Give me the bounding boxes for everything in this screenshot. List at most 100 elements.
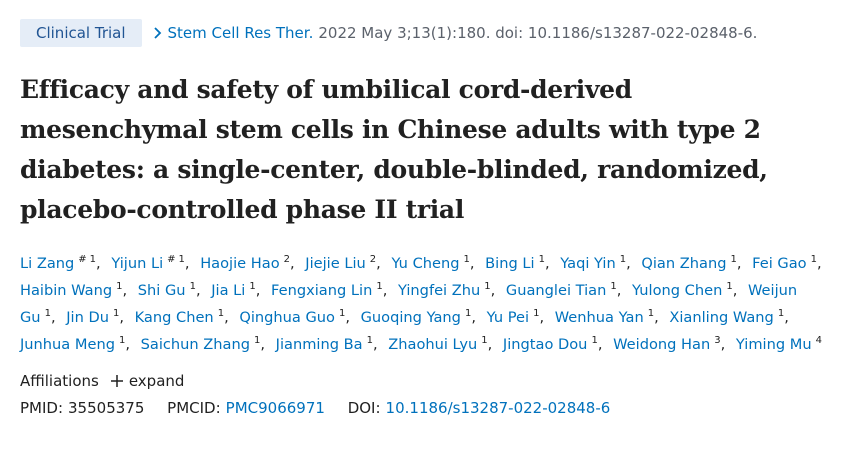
author-link[interactable]: Xianling Wang <box>669 309 774 326</box>
doi-link[interactable]: 10.1186/s13287-022-02848-6 <box>385 399 611 417</box>
plus-icon[interactable] <box>110 375 123 387</box>
affiliation-number[interactable]: 1 <box>538 254 545 265</box>
author-link[interactable]: Jiejie Liu <box>305 255 366 272</box>
affiliation-number[interactable]: 1 <box>481 335 488 346</box>
author-link[interactable]: Junhua Meng <box>20 336 115 353</box>
author-link[interactable]: Qinghua Guo <box>239 309 335 326</box>
author-link[interactable]: Fei Gao <box>752 255 807 272</box>
affiliation-number[interactable]: 1 <box>591 335 598 346</box>
affiliation-number[interactable]: 1 <box>89 254 97 265</box>
affiliation-number[interactable]: 1 <box>484 281 491 292</box>
author-separator: , <box>119 309 124 326</box>
author-link[interactable]: Bing Li <box>485 255 535 272</box>
author-link[interactable]: Jia Li <box>211 282 246 299</box>
author-superscript: 1 <box>539 254 545 265</box>
author-separator: , <box>260 336 266 353</box>
affiliation-number[interactable]: 1 <box>249 281 256 292</box>
affiliation-number[interactable]: 1 <box>217 308 225 319</box>
journal-link[interactable]: Stem Cell Res Ther. <box>167 24 314 42</box>
author-link[interactable]: Jianming Ba <box>275 336 363 353</box>
pmcid-link[interactable]: PMC9066971 <box>225 399 325 417</box>
affiliation-number[interactable]: 1 <box>376 281 383 292</box>
author-separator: , <box>50 309 56 326</box>
author: Jingtao Dou 1, <box>502 335 609 354</box>
author-link[interactable]: Yulong Chen <box>632 282 723 299</box>
affiliation-number[interactable]: 1 <box>610 281 617 292</box>
affiliation-number[interactable]: 1 <box>118 335 126 346</box>
author-superscript: 1 <box>610 281 616 292</box>
affiliation-number[interactable]: 1 <box>178 254 185 265</box>
author-link[interactable]: Shi Gu <box>137 282 186 299</box>
author: Xianling Wang 1, <box>669 308 794 327</box>
affiliation-number[interactable]: 2 <box>283 254 290 265</box>
affiliation-number[interactable]: 1 <box>533 308 540 319</box>
author-separator: , <box>122 282 128 299</box>
author-superscript: 1 <box>648 308 654 319</box>
author-link[interactable]: Kang Chen <box>134 309 214 326</box>
author-superscript: 1 <box>249 281 255 292</box>
citation-row: Clinical Trial Stem Cell Res Ther. 2022 … <box>20 18 837 48</box>
author-link[interactable]: Li Zang <box>20 255 75 272</box>
author-link[interactable]: Yaqi Yin <box>560 255 616 272</box>
affiliation-number[interactable]: 1 <box>730 254 737 265</box>
author: Haojie Hao 2, <box>200 254 300 273</box>
expand-button[interactable]: expand <box>128 372 185 390</box>
author-link[interactable]: Yijun Li <box>111 255 164 272</box>
affiliation-number[interactable]: 1 <box>464 308 472 319</box>
author-link[interactable]: Guoqing Yang <box>360 309 461 326</box>
author-separator: , <box>487 336 493 353</box>
author-link[interactable]: Wenhua Yan <box>554 309 644 326</box>
affiliation-number[interactable]: 1 <box>254 335 261 346</box>
affiliation-number[interactable]: 1 <box>189 281 196 292</box>
author-superscript: 1 <box>811 254 817 265</box>
affiliation-number[interactable]: 3 <box>714 335 721 346</box>
affiliation-number[interactable]: 1 <box>647 308 655 319</box>
publication-type-badge[interactable]: Clinical Trial <box>20 19 142 47</box>
author-link[interactable]: Fengxiang Lin <box>271 282 373 299</box>
author-separator: , <box>732 282 738 299</box>
author-separator: , <box>125 336 130 353</box>
affiliation-number[interactable]: 2 <box>369 254 377 265</box>
affiliation-number[interactable]: 1 <box>726 281 733 292</box>
author-separator: , <box>372 336 378 353</box>
affiliation-number[interactable]: 1 <box>338 308 346 319</box>
affiliation-number[interactable]: 1 <box>112 308 120 319</box>
affiliation-number[interactable]: 1 <box>116 281 123 292</box>
author: Yu Pei 1, <box>486 308 550 327</box>
affiliation-number[interactable]: 1 <box>463 254 470 265</box>
author-link[interactable]: Yingfei Zhu <box>397 282 481 299</box>
author-link[interactable]: Yu Pei <box>486 309 530 326</box>
author-link[interactable]: Zhaohui Lyu <box>388 336 478 353</box>
author-link[interactable]: Haibin Wang <box>20 282 113 299</box>
affiliation-number[interactable]: 1 <box>366 335 373 346</box>
author-link[interactable]: Qian Zhang <box>641 255 727 272</box>
author-link[interactable]: Saichun Zhang <box>140 336 250 353</box>
author: Junhua Meng 1, <box>20 335 136 354</box>
author-link[interactable]: Jin Du <box>66 309 109 326</box>
affiliation-number[interactable]: 4 <box>815 335 822 346</box>
affiliation-number[interactable]: 1 <box>619 254 627 265</box>
affiliation-number[interactable]: 1 <box>810 254 817 265</box>
author-superscript: 1 <box>778 308 784 319</box>
author-superscript: 1 <box>533 308 539 319</box>
author-link[interactable]: Yu Cheng <box>391 255 460 272</box>
affiliation-number[interactable]: 1 <box>44 308 51 319</box>
author-link[interactable]: Jingtao Dou <box>502 336 588 353</box>
equal-contribution-mark[interactable]: # <box>167 254 176 265</box>
author-link[interactable]: Weijun Gu <box>20 282 798 326</box>
author-separator: , <box>195 282 201 299</box>
author-link[interactable]: Weidong Han <box>613 336 711 353</box>
affiliation-number[interactable]: 1 <box>777 308 785 319</box>
author: Guanglei Tian 1, <box>505 281 627 300</box>
equal-contribution-mark[interactable]: # <box>78 254 87 265</box>
author-link[interactable]: Yiming Mu <box>735 336 812 353</box>
author-link[interactable]: Haojie Hao <box>200 255 280 272</box>
author: Jin Du 1, <box>66 308 130 327</box>
author: Yu Cheng 1, <box>391 254 480 273</box>
author-superscript: 1 <box>726 281 732 292</box>
author-separator: , <box>784 309 789 326</box>
author-separator: , <box>255 282 261 299</box>
author-link[interactable]: Guanglei Tian <box>505 282 607 299</box>
author: Qinghua Guo 1, <box>239 308 356 327</box>
